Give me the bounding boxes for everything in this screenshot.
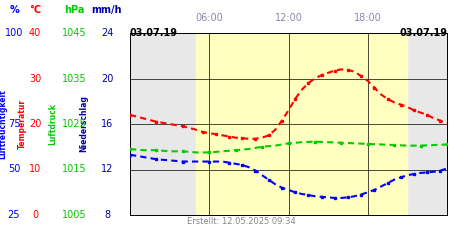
Text: 1045: 1045 <box>62 28 86 38</box>
Text: 12:00: 12:00 <box>274 13 302 23</box>
Text: Niederschlag: Niederschlag <box>80 96 89 152</box>
Text: 12: 12 <box>101 164 113 174</box>
Text: 20: 20 <box>29 119 41 129</box>
Text: Temperatur: Temperatur <box>18 99 27 149</box>
Text: 24: 24 <box>101 28 113 38</box>
Text: 1015: 1015 <box>62 164 86 174</box>
Text: 100: 100 <box>5 28 23 38</box>
Text: 75: 75 <box>8 119 20 129</box>
Text: 1025: 1025 <box>62 119 86 129</box>
Text: 03.07.19: 03.07.19 <box>130 28 178 38</box>
Text: 40: 40 <box>29 28 41 38</box>
Text: 1005: 1005 <box>62 210 86 220</box>
Text: 0: 0 <box>32 210 38 220</box>
Text: 16: 16 <box>101 119 113 129</box>
Text: 1035: 1035 <box>62 74 86 84</box>
Text: 25: 25 <box>8 210 20 220</box>
Text: 20: 20 <box>101 74 113 84</box>
Text: %: % <box>9 5 19 15</box>
Text: 18:00: 18:00 <box>354 13 382 23</box>
Text: 50: 50 <box>8 164 20 174</box>
Text: 06:00: 06:00 <box>195 13 223 23</box>
Text: mm/h: mm/h <box>92 5 122 15</box>
Text: Luftdruck: Luftdruck <box>49 103 58 145</box>
Text: Luftfeuchtigkeit: Luftfeuchtigkeit <box>0 89 8 159</box>
Text: 10: 10 <box>29 164 41 174</box>
Bar <box>196 33 407 215</box>
Text: hPa: hPa <box>64 5 84 15</box>
Text: °C: °C <box>29 5 41 15</box>
Text: 03.07.19: 03.07.19 <box>399 28 447 38</box>
Text: Erstellt: 12.05.2025 09:34: Erstellt: 12.05.2025 09:34 <box>187 217 296 226</box>
Text: 8: 8 <box>104 210 110 220</box>
Text: 30: 30 <box>29 74 41 84</box>
